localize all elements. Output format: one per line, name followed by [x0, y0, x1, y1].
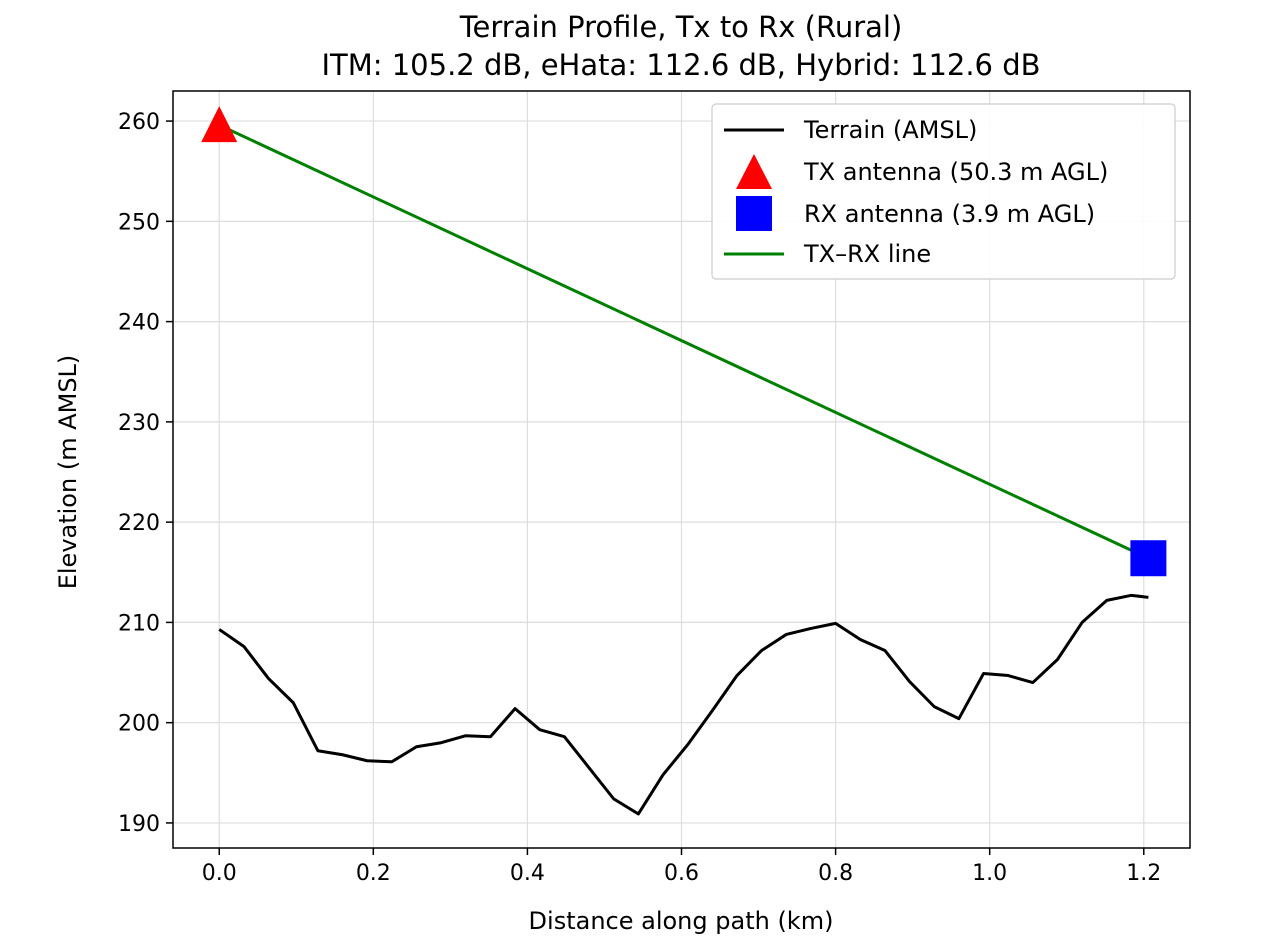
y-tick-label: 200 [118, 712, 160, 737]
x-tick-label: 0.6 [664, 861, 699, 886]
terrain-amsl-line [218, 593, 1149, 816]
tx-rx-line-line [218, 123, 1150, 560]
rx-antenna-marker [1130, 540, 1167, 577]
x-tick-label: 1.2 [1126, 861, 1161, 886]
chart-subtitle: ITM: 105.2 dB, eHata: 112.6 dB, Hybrid: … [321, 48, 1040, 82]
legend-link-label: TX–RX line [803, 240, 931, 268]
x-tick-label: 0.4 [510, 861, 545, 886]
y-tick-label: 250 [118, 210, 160, 235]
x-tick-label: 0.2 [356, 861, 391, 886]
legend-rx-swatch [736, 196, 772, 231]
chart-title: Terrain Profile, Tx to Rx (Rural) [459, 10, 903, 44]
y-tick-label: 220 [118, 511, 160, 536]
x-tick-label: 1.0 [972, 861, 1007, 886]
tx-antenna-marker [201, 106, 238, 143]
y-tick-label: 190 [118, 812, 160, 837]
x-tick-label: 0.0 [202, 861, 237, 886]
y-axis-label: Elevation (m AMSL) [54, 355, 82, 590]
y-tick-label: 230 [118, 411, 160, 436]
legend-terrain-label: Terrain (AMSL) [803, 116, 977, 144]
y-tick-label: 210 [118, 611, 160, 636]
x-tick-label: 0.8 [818, 861, 853, 886]
plot-area [201, 106, 1167, 816]
y-tick-label: 240 [118, 311, 160, 336]
y-axis-ticks: 190 200 210 220 230 240 250 260 [118, 110, 173, 837]
x-axis-ticks: 0.0 0.2 0.4 0.6 0.8 1.0 1.2 [202, 848, 1161, 886]
legend-tx-swatch [736, 154, 772, 189]
x-axis-label: Distance along path (km) [529, 907, 834, 935]
legend-box [711, 103, 1176, 280]
legend-rx-label: RX antenna (3.9 m AGL) [804, 200, 1095, 228]
legend-tx-label: TX antenna (50.3 m AGL) [803, 158, 1108, 186]
legend: Terrain (AMSL) TX antenna (50.3 m AGL) R… [711, 103, 1176, 280]
y-tick-label: 260 [118, 110, 160, 135]
